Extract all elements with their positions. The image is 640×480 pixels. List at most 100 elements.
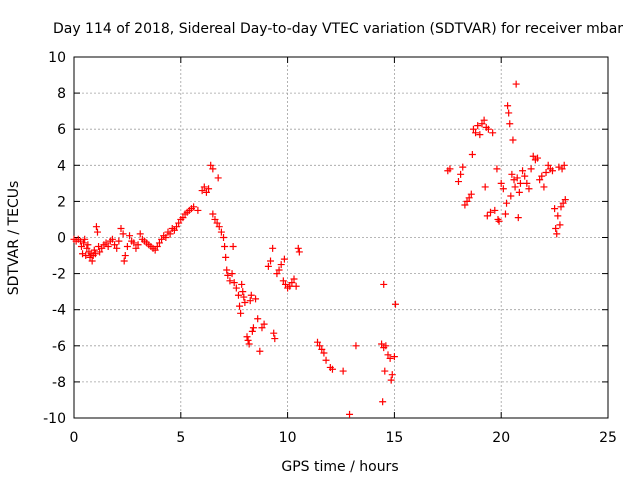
data-point xyxy=(459,163,467,171)
data-point xyxy=(232,284,240,292)
data-point xyxy=(352,342,360,350)
data-point xyxy=(463,197,471,205)
data-point xyxy=(173,223,181,231)
data-point xyxy=(80,239,88,247)
data-point xyxy=(207,161,215,169)
data-point xyxy=(386,354,394,362)
data-point xyxy=(198,187,206,195)
data-point xyxy=(481,183,489,191)
data-point xyxy=(92,223,100,231)
data-point xyxy=(158,235,166,243)
data-point xyxy=(521,172,529,180)
data-point xyxy=(544,161,552,169)
data-point xyxy=(113,244,121,252)
data-point xyxy=(240,293,248,301)
data-point xyxy=(83,244,91,252)
data-point xyxy=(120,257,128,265)
data-point xyxy=(506,120,514,128)
data-point xyxy=(200,183,208,191)
data-point xyxy=(230,279,238,287)
data-point xyxy=(248,327,256,335)
data-point xyxy=(241,298,249,306)
data-point xyxy=(513,174,521,182)
data-point xyxy=(81,235,89,243)
y-axis-label: SDTVAR / TECUs xyxy=(6,181,22,296)
data-point xyxy=(134,241,142,249)
data-point xyxy=(493,165,501,173)
y-tick-label: 8 xyxy=(57,86,66,102)
data-point xyxy=(288,279,296,287)
data-point xyxy=(381,367,389,375)
data-point xyxy=(90,246,98,254)
data-point xyxy=(379,398,387,406)
data-point xyxy=(175,219,183,227)
data-point xyxy=(516,179,524,187)
data-point xyxy=(519,167,527,175)
data-point xyxy=(244,336,252,344)
data-point xyxy=(560,161,568,169)
y-tick-label: 4 xyxy=(57,158,66,174)
data-point xyxy=(239,288,247,296)
data-point xyxy=(290,275,298,283)
data-point xyxy=(170,226,178,234)
data-point xyxy=(380,280,388,288)
data-point xyxy=(234,291,242,299)
data-point xyxy=(478,120,486,128)
data-point xyxy=(467,190,475,198)
data-point xyxy=(346,410,354,418)
data-point xyxy=(119,230,127,238)
data-point xyxy=(487,208,495,216)
data-point xyxy=(258,324,266,332)
data-point xyxy=(162,234,170,241)
data-point xyxy=(256,347,264,355)
data-point xyxy=(391,300,399,308)
data-point xyxy=(557,203,565,211)
data-point xyxy=(382,342,390,350)
data-point xyxy=(489,129,497,137)
y-tick-label: -4 xyxy=(52,303,66,319)
x-tick-label: 15 xyxy=(385,430,403,446)
data-point xyxy=(384,351,392,359)
data-point xyxy=(454,178,462,186)
data-point xyxy=(558,165,566,173)
data-point xyxy=(540,183,548,191)
data-point xyxy=(328,365,336,373)
data-point xyxy=(123,243,131,251)
data-point xyxy=(247,291,255,299)
data-point xyxy=(108,235,116,243)
data-point xyxy=(117,224,125,232)
data-point xyxy=(504,102,512,110)
data-point xyxy=(224,271,232,279)
data-point xyxy=(153,243,161,251)
data-point xyxy=(115,237,123,245)
data-point xyxy=(527,165,535,173)
data-point xyxy=(236,302,244,310)
data-point xyxy=(559,199,567,207)
data-point xyxy=(279,277,287,285)
data-point xyxy=(121,252,129,260)
data-point xyxy=(77,243,85,251)
data-point xyxy=(209,210,217,218)
data-point xyxy=(254,315,262,323)
data-point xyxy=(223,266,231,274)
data-point xyxy=(214,174,222,182)
data-point xyxy=(130,239,138,247)
data-point xyxy=(252,295,260,303)
data-point xyxy=(102,239,110,247)
data-point xyxy=(96,248,104,256)
y-tick-label: -8 xyxy=(52,375,66,391)
data-point xyxy=(269,244,277,252)
data-point xyxy=(249,324,257,332)
data-point xyxy=(202,188,210,196)
data-point xyxy=(529,152,537,160)
data-point xyxy=(474,122,482,130)
data-point xyxy=(318,345,326,353)
data-point xyxy=(491,206,499,214)
data-point xyxy=(151,246,159,254)
data-point xyxy=(476,131,484,139)
data-point xyxy=(505,109,513,117)
data-point xyxy=(237,309,245,317)
data-point xyxy=(511,183,519,191)
data-point xyxy=(554,212,562,220)
